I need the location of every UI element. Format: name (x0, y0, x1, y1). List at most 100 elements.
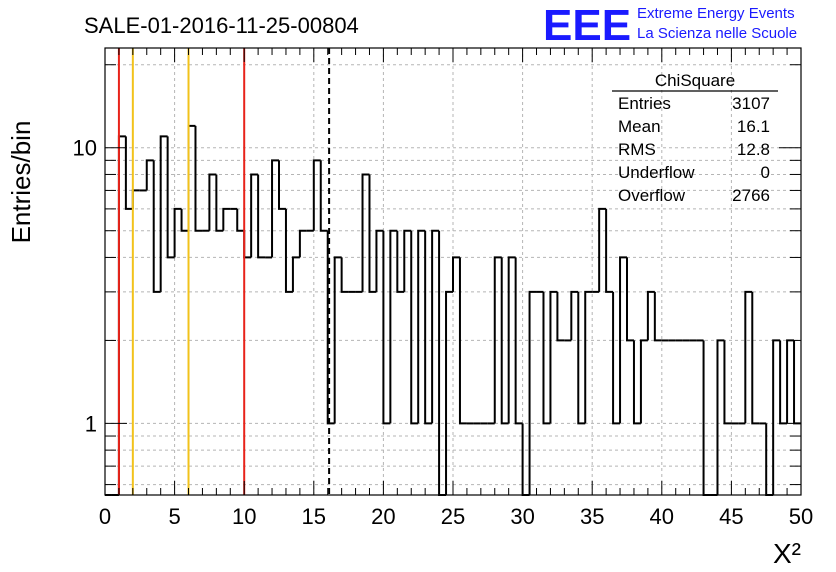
histogram-bin (250, 173, 259, 258)
histogram-bin (584, 290, 593, 424)
stats-label-underflow: Underflow (618, 163, 695, 182)
histogram-bin (744, 290, 753, 424)
x-tick-label: 15 (302, 504, 326, 529)
stats-label-overflow: Overflow (618, 186, 686, 205)
histogram-bin (500, 257, 509, 425)
histogram-bin (375, 229, 384, 292)
histogram-bin (271, 159, 279, 258)
stats-label-mean: Mean (618, 117, 661, 136)
logo-line2: La Scienza nelle Scuole (637, 25, 797, 42)
histogram-bin (723, 340, 732, 425)
histogram-bin (632, 340, 641, 425)
histogram-bin (793, 340, 801, 425)
histogram-bin (424, 230, 433, 425)
stats-value-underflow: 0 (761, 163, 770, 182)
histogram-bin (514, 257, 523, 425)
histogram-bin (152, 160, 161, 293)
histogram-bin (605, 208, 614, 293)
histogram-bin (598, 207, 607, 292)
stats-label-entries: Entries (618, 94, 671, 113)
histogram-bin (278, 160, 286, 210)
histogram-bin (779, 340, 788, 425)
x-axis-label: X² (773, 538, 801, 569)
histogram-bin (528, 290, 537, 495)
histogram-bin (215, 174, 224, 232)
histogram-bin (284, 208, 293, 293)
marker-lines (117, 48, 331, 495)
histogram-bin (159, 135, 168, 292)
histogram-bin (410, 230, 419, 425)
histogram-bin (786, 339, 795, 424)
histogram-bin (222, 207, 231, 231)
histogram-bin (452, 256, 460, 292)
histogram-bin (577, 291, 586, 425)
histogram-bin (431, 229, 440, 424)
histogram-bin (445, 290, 453, 495)
histogram-bin (507, 256, 516, 424)
histogram-bin (382, 230, 391, 425)
histogram-bin (236, 208, 245, 232)
histogram-bin (702, 340, 711, 496)
histogram-bin (312, 159, 321, 231)
histogram-bin (298, 229, 307, 258)
histogram-bin (389, 229, 398, 424)
histogram-bin (556, 291, 565, 342)
histogram-bin (257, 174, 266, 259)
histogram-bin (639, 339, 648, 424)
x-tick-label: 10 (232, 504, 256, 529)
histogram-bin (751, 291, 760, 425)
x-tick-label: 0 (99, 504, 111, 529)
histogram-bin (326, 230, 335, 425)
x-tick-label: 45 (719, 504, 743, 529)
stats-value-entries: 3107 (732, 94, 770, 113)
logo-mark: EEE (543, 1, 631, 50)
histogram-bin (333, 256, 342, 424)
y-axis-label: Entries/bin (6, 121, 36, 244)
stats-title: ChiSquare (655, 71, 735, 90)
histogram-bin (772, 339, 781, 495)
histogram-bin (243, 230, 252, 259)
x-tick-label: 40 (650, 504, 674, 529)
histogram-bin (542, 291, 551, 425)
histogram-bin (626, 257, 634, 342)
histogram-bin (396, 230, 405, 293)
stats-box: ChiSquare Entries 3107 Mean 16.1 RMS 12.… (612, 71, 778, 205)
axes: 0 5 10 15 20 25 30 35 40 45 50 1 10 (73, 47, 813, 529)
stats-value-rms: 12.8 (737, 140, 770, 159)
histogram-bin (417, 229, 426, 424)
histogram-bin (194, 125, 203, 232)
chart-title: SALE-01-2016-11-25-00804 (84, 13, 359, 38)
histogram-bin (291, 256, 300, 292)
histogram-bin (493, 256, 502, 424)
logo-line1: Extreme Energy Events (637, 5, 795, 22)
histogram-bin (361, 173, 370, 292)
stats-value-overflow: 2766 (732, 186, 770, 205)
histogram-bin (612, 291, 621, 425)
x-tick-label: 35 (580, 504, 604, 529)
x-tick-label: 25 (441, 504, 465, 529)
histogram-bin (438, 230, 447, 496)
x-tick-label: 20 (371, 504, 395, 529)
histogram-bin (319, 160, 328, 232)
histogram-bin (570, 290, 579, 341)
stats-value-mean: 16.1 (737, 117, 770, 136)
histogram-bin (458, 257, 467, 425)
histogram-bars (105, 124, 801, 496)
histogram-bin (131, 189, 140, 209)
x-tick-label: 50 (789, 504, 813, 529)
x-tick-label: 30 (510, 504, 534, 529)
stats-label-rms: RMS (618, 140, 656, 159)
histogram-bin (180, 208, 189, 232)
histogram-bin (403, 229, 412, 292)
histogram-bin (166, 136, 175, 259)
histogram-bin (340, 257, 349, 293)
histogram-bin (173, 207, 182, 258)
histogram-bin (145, 159, 154, 191)
histogram-bin (368, 174, 377, 293)
histogram-bin (208, 173, 217, 231)
histogram-bin (124, 136, 133, 210)
histogram-bin (549, 290, 558, 424)
histogram-bin (187, 124, 196, 231)
